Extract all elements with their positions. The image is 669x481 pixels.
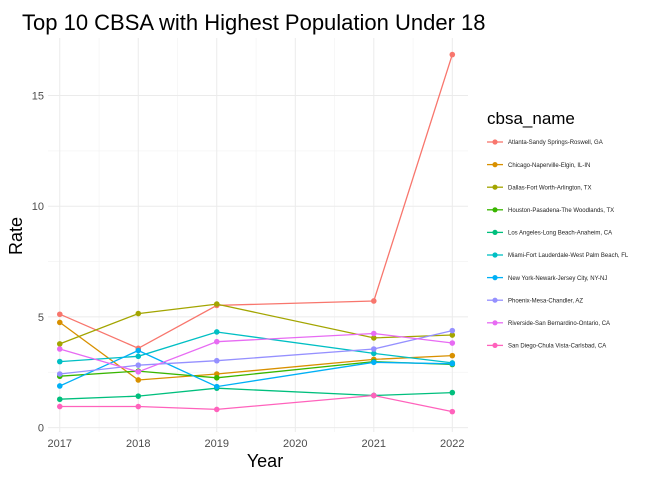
data-point: [56, 311, 63, 318]
data-point: [370, 298, 377, 304]
legend-item: Houston-Pasadena-The Woodlands, TX: [487, 207, 614, 214]
legend-label: Miami-Fort Lauderdale-West Palm Beach, F…: [508, 253, 629, 259]
series-group: [56, 392, 456, 415]
x-tick-label: 2022: [440, 438, 464, 450]
legend-item: Dallas-Fort Worth-Arlington, TX: [487, 184, 591, 191]
legend-item: San Diego-Chula Vista-Carlsbad, CA: [487, 342, 606, 350]
legend-label: Phoenix-Mesa-Chandler, AZ: [508, 298, 583, 304]
x-tick-label: 2019: [205, 438, 229, 450]
x-axis-title: Year: [247, 451, 283, 471]
legend-label: Chicago-Naperville-Elgin, IL-IN: [508, 163, 590, 169]
legend-key-point: [492, 139, 498, 145]
x-tick-label: 2021: [362, 438, 386, 450]
data-point: [370, 350, 377, 357]
x-tick-label: 2018: [126, 438, 150, 450]
series-lines: [56, 51, 456, 415]
data-point: [449, 361, 456, 367]
legend-key-point: [492, 275, 498, 281]
y-axis-title: Rate: [6, 217, 26, 255]
data-point: [370, 359, 377, 366]
legend-label: Houston-Pasadena-The Woodlands, TX: [508, 208, 614, 214]
legend-item: Phoenix-Mesa-Chandler, AZ: [487, 297, 583, 304]
data-point: [213, 383, 220, 390]
data-point: [370, 330, 377, 337]
legend-item: Chicago-Naperville-Elgin, IL-IN: [487, 162, 590, 169]
data-point: [56, 319, 63, 326]
data-point: [56, 371, 63, 377]
data-point: [135, 368, 142, 375]
data-point: [56, 403, 63, 410]
legend-item: Atlanta-Sandy Springs-Roswell, GA: [487, 139, 603, 146]
x-tick-label: 2020: [283, 438, 307, 450]
data-point: [449, 352, 456, 359]
legend-label: Dallas-Fort Worth-Arlington, TX: [508, 185, 591, 191]
data-point: [449, 340, 456, 346]
legend-key-point: [492, 162, 498, 168]
data-point: [56, 383, 63, 389]
y-tick-label: 5: [38, 312, 44, 324]
data-point: [56, 346, 63, 352]
data-point: [135, 393, 142, 399]
data-point: [135, 362, 142, 368]
data-point: [135, 353, 142, 360]
legend-key-point: [492, 184, 498, 190]
series-group: [56, 347, 456, 390]
legend-label: Riverside-San Bernardino-Ontario, CA: [508, 321, 610, 327]
data-point: [135, 377, 142, 383]
chart-title: Top 10 CBSA with Highest Population Unde…: [22, 10, 486, 35]
legend-label: San Diego-Chula Vista-Carlsbad, CA: [508, 344, 606, 350]
legend-key-point: [492, 342, 498, 348]
y-tick-label: 15: [32, 91, 44, 103]
data-point: [213, 357, 220, 364]
series-group: [56, 327, 456, 377]
data-point: [213, 301, 220, 307]
legend-label: New York-Newark-Jersey City, NY-NJ: [508, 276, 607, 282]
legend-label: Atlanta-Sandy Springs-Roswell, GA: [508, 140, 603, 146]
series-group: [56, 330, 456, 375]
axis-ticks: 2017 2018 2019 2020 2021 2022 0 5 10 15: [32, 91, 465, 450]
legend-key-point: [492, 207, 498, 213]
legend-label: Los Angeles-Long Beach-Anaheim, CA: [508, 231, 612, 237]
legend-item: Riverside-San Bernardino-Ontario, CA: [487, 320, 610, 327]
data-point: [213, 406, 220, 413]
data-point: [56, 358, 63, 365]
data-point: [56, 396, 63, 403]
y-tick-label: 0: [38, 423, 44, 435]
legend-item: New York-Newark-Jersey City, NY-NJ: [487, 275, 607, 282]
data-point: [135, 310, 142, 317]
y-tick-label: 10: [32, 201, 44, 213]
data-point: [370, 335, 377, 341]
data-point: [135, 403, 142, 410]
legend-item: Los Angeles-Long Beach-Anaheim, CA: [487, 229, 612, 237]
legend-item: Miami-Fort Lauderdale-West Palm Beach, F…: [487, 252, 629, 259]
data-point: [213, 329, 220, 335]
legend-key-point: [492, 229, 498, 235]
data-point: [213, 374, 220, 381]
legend-key-point: [492, 252, 498, 258]
data-point: [135, 347, 142, 354]
data-point: [449, 51, 456, 58]
legend-key-point: [492, 297, 498, 303]
legend-title: cbsa_name: [487, 109, 575, 128]
data-point: [213, 338, 220, 345]
data-point: [449, 408, 456, 415]
data-point: [449, 327, 456, 334]
data-point: [449, 389, 456, 396]
legend-key-point: [492, 320, 498, 326]
data-point: [449, 332, 456, 338]
x-tick-label: 2017: [48, 438, 72, 450]
data-point: [56, 341, 63, 347]
legend: Atlanta-Sandy Springs-Roswell, GA Chicago…: [487, 139, 629, 350]
data-point: [370, 392, 377, 399]
data-point: [370, 346, 377, 352]
